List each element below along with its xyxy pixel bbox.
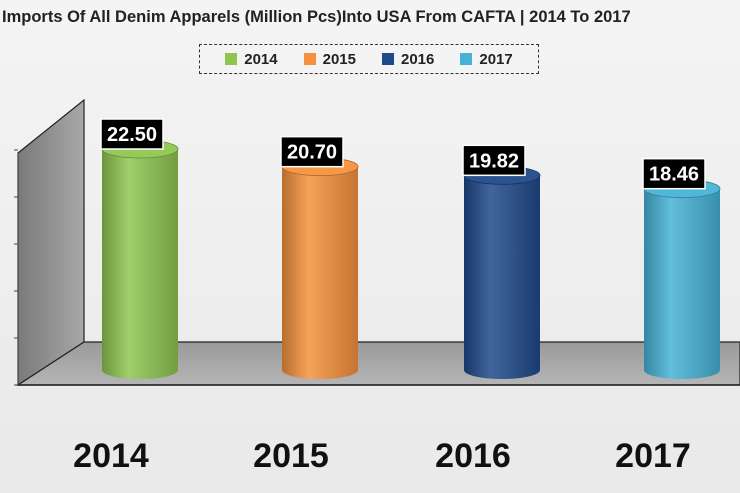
side-wall [17, 98, 85, 387]
data-label-2017: 18.46 [642, 157, 706, 190]
bar-2017: 18.46 [642, 157, 721, 379]
data-label-text: 19.82 [469, 150, 519, 172]
legend-swatch-2017 [460, 53, 473, 65]
legend-label-2016: 2016 [401, 50, 435, 68]
category-labels: 2014 2015 2016 2017 [73, 437, 691, 475]
legend-label-2014: 2014 [244, 50, 278, 68]
bar-body [282, 166, 358, 379]
legend: 2014 2015 2016 2017 [199, 44, 539, 74]
category-label-2015: 2015 [253, 437, 329, 475]
category-label-2017: 2017 [615, 437, 691, 475]
axis-ticks [14, 149, 18, 386]
category-label-2014: 2014 [73, 437, 149, 475]
legend-item-2015: 2015 [303, 50, 356, 68]
legend-label-2017: 2017 [479, 50, 513, 68]
legend-label-2015: 2015 [322, 50, 356, 68]
category-label-2016: 2016 [435, 437, 511, 475]
chart-title: Imports Of All Denim Apparels (Million P… [2, 8, 631, 26]
bar-body [644, 188, 720, 379]
legend-item-2014: 2014 [225, 50, 278, 68]
data-label-2015: 20.70 [280, 135, 344, 168]
bar-body [102, 149, 178, 379]
chart-walls [15, 98, 740, 387]
bar-2014: 22.50 [100, 118, 179, 379]
data-label-text: 18.46 [649, 164, 699, 186]
bar-2015: 20.70 [280, 135, 359, 379]
legend-swatch-2015 [303, 53, 316, 65]
data-label-text: 22.50 [107, 124, 157, 146]
legend-swatch-2014 [225, 53, 238, 65]
legend-item-2017: 2017 [460, 50, 513, 68]
bars: 22.50 20.70 19.82 18.46 [100, 118, 721, 379]
bar-2016: 19.82 [462, 144, 541, 379]
legend-swatch-2016 [382, 53, 394, 65]
data-label-text: 20.70 [287, 142, 337, 164]
data-label-2014: 22.50 [100, 118, 164, 150]
bar-body [464, 175, 540, 379]
legend-item-2016: 2016 [382, 51, 434, 68]
data-label-2016: 19.82 [462, 144, 526, 177]
